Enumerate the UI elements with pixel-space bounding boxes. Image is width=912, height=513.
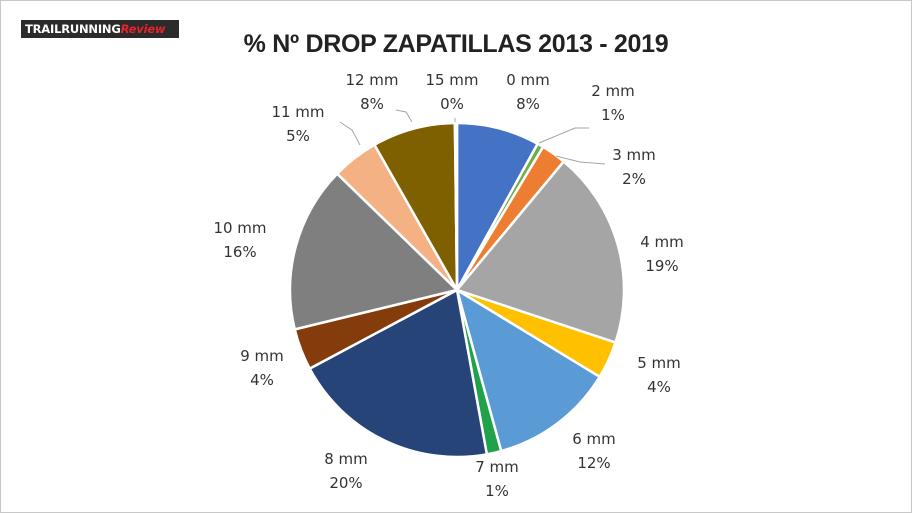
chart-title: % Nº DROP ZAPATILLAS 2013 - 2019 bbox=[243, 30, 669, 58]
leader-line-12-mm bbox=[395, 109, 413, 123]
slice-percent-label: 4% bbox=[250, 371, 274, 389]
logo-part-2: Review bbox=[120, 22, 166, 36]
slice-percent-label: 1% bbox=[601, 106, 625, 124]
pie-slice-15-mm bbox=[453, 121, 459, 292]
pie-slice-10-mm bbox=[288, 172, 459, 331]
data-labels: 0 mm 8% 2 mm 1% 3 mm 2% 4 mm 19% 5 mm 4% 6 mm 12% 7 … bbox=[213, 71, 683, 500]
slice-category-label: 2 mm bbox=[591, 82, 635, 100]
slice-category-label: 5 mm bbox=[637, 354, 681, 372]
slice-category-label: 15 mm bbox=[425, 71, 478, 89]
pie-slice-8-mm bbox=[308, 288, 489, 459]
slice-category-label: 11 mm bbox=[271, 103, 324, 121]
slice-percent-label: 5% bbox=[286, 127, 310, 145]
slice-category-label: 8 mm bbox=[324, 450, 368, 468]
logo-part-1: TRAILRUNNING bbox=[25, 22, 121, 36]
slice-category-label: 6 mm bbox=[572, 430, 616, 448]
pie-slices bbox=[288, 121, 626, 459]
slice-percent-label: 4% bbox=[647, 378, 671, 396]
slice-category-label: 12 mm bbox=[345, 71, 398, 89]
slice-percent-label: 12% bbox=[577, 454, 610, 472]
slice-category-label: 4 mm bbox=[640, 233, 684, 251]
slice-category-label: 3 mm bbox=[612, 146, 656, 164]
slice-percent-label: 20% bbox=[329, 474, 362, 492]
slice-percent-label: 0% bbox=[440, 95, 464, 113]
slice-percent-label: 8% bbox=[360, 95, 384, 113]
slice-percent-label: 19% bbox=[645, 257, 678, 275]
slice-percent-label: 1% bbox=[485, 482, 509, 500]
slice-category-label: 10 mm bbox=[213, 219, 266, 237]
slice-percent-label: 8% bbox=[516, 95, 540, 113]
leader-line-3-mm bbox=[555, 155, 606, 165]
slice-percent-label: 16% bbox=[223, 243, 256, 261]
leader-line-11-mm bbox=[339, 121, 361, 146]
leader-lines bbox=[339, 109, 606, 165]
slice-category-label: 9 mm bbox=[240, 347, 284, 365]
slice-category-label: 0 mm bbox=[506, 71, 550, 89]
slice-percent-label: 2% bbox=[622, 170, 646, 188]
pie-slice-4-mm bbox=[455, 160, 626, 344]
trailrunning-review-logo: TRAILRUNNING Review bbox=[21, 20, 179, 38]
slice-category-label: 7 mm bbox=[475, 458, 519, 476]
pie-slice-6-mm bbox=[455, 288, 601, 453]
leader-line-2-mm bbox=[538, 127, 589, 144]
